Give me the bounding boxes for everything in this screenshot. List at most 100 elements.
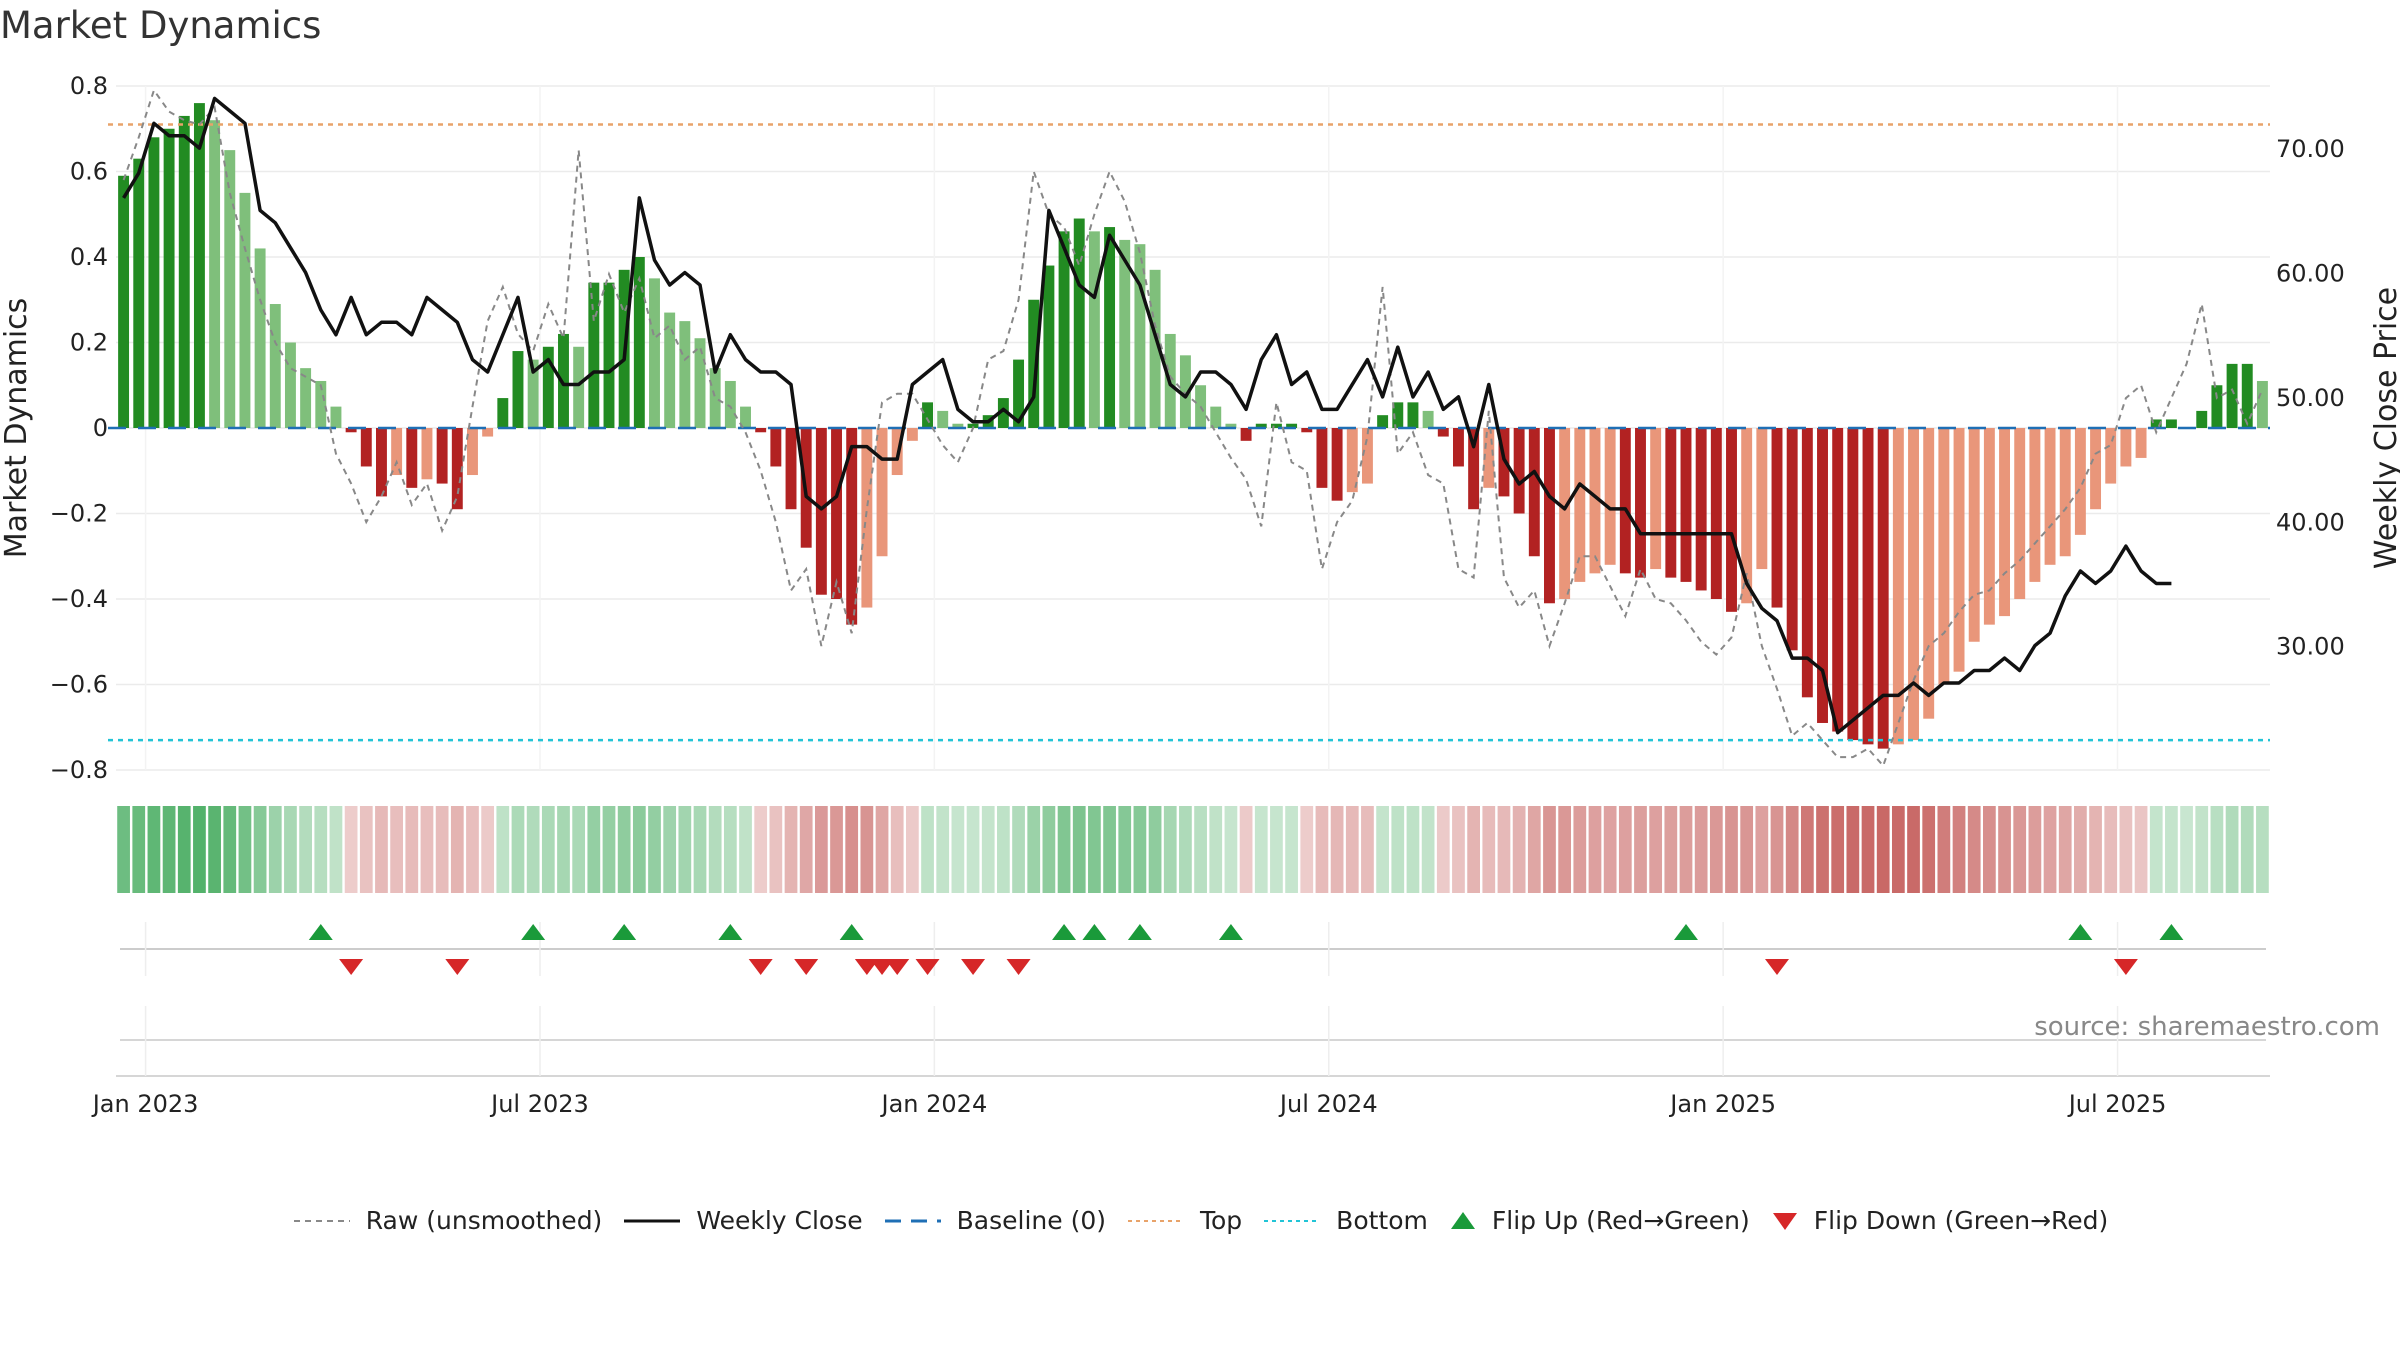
heat-cell: [1846, 806, 1860, 893]
legend-label-baseline: Baseline (0): [956, 1206, 1106, 1235]
heat-cell: [693, 806, 707, 893]
heat-cell: [739, 806, 752, 893]
dynamics-bar: [1058, 231, 1070, 428]
y-tick-label: −0.2: [50, 500, 108, 528]
heat-cell: [1194, 806, 1207, 893]
heat-cell: [2104, 806, 2118, 893]
heat-cell: [1436, 806, 1450, 893]
heat-cell: [117, 806, 130, 893]
heat-cell: [1922, 806, 1936, 893]
heat-cell: [1770, 806, 1784, 893]
y2-tick-label: 40.00: [2276, 508, 2345, 536]
heat-cell: [1482, 806, 1496, 893]
y-tick-label: 0.6: [70, 158, 108, 186]
dynamics-bar: [269, 304, 281, 428]
heat-cell: [481, 806, 495, 893]
heat-cell: [1998, 806, 2011, 893]
dynamics-bar: [1270, 423, 1282, 428]
flip-up-marker: [839, 924, 864, 940]
dynamics-bar: [1028, 299, 1040, 428]
heat-cell: [1179, 806, 1192, 893]
legend-item-close: Weekly Close: [622, 1206, 863, 1235]
legend-item-bottom: Bottom: [1262, 1206, 1428, 1235]
x-tick-label: Jan 2024: [880, 1090, 988, 1118]
heat-cell: [2119, 806, 2133, 893]
dynamics-bar: [1437, 428, 1449, 437]
flip-down-marker: [445, 959, 470, 975]
legend-label-bottom: Bottom: [1336, 1206, 1428, 1235]
flip-down-marker: [794, 959, 819, 975]
dynamics-bar: [1361, 428, 1373, 484]
heat-cell: [314, 806, 328, 893]
dynamics-bar: [1938, 428, 1950, 685]
heat-cell: [1952, 806, 1966, 893]
flip-down-marker: [870, 959, 895, 975]
heat-cell: [2058, 806, 2072, 893]
flip-down-marker: [1765, 959, 1790, 975]
flip-down-marker: [339, 959, 364, 975]
flip-up-marker: [1052, 924, 1077, 940]
heat-cell: [299, 806, 312, 893]
heat-cell: [1634, 806, 1647, 893]
heat-cell: [511, 806, 525, 893]
flip-up-marker: [308, 924, 333, 940]
heat-cell: [845, 806, 859, 893]
heat-cell: [769, 806, 783, 893]
y2-axis-label: Weekly Close Price: [2369, 287, 2400, 569]
heat-cell: [541, 806, 555, 893]
heat-cell: [572, 806, 586, 893]
heat-cell: [420, 806, 434, 893]
heat-cell: [587, 806, 601, 893]
dynamics-bar: [1134, 244, 1146, 428]
heat-cell: [2074, 806, 2087, 893]
dynamics-bar: [1862, 428, 1874, 745]
y-tick-label: −0.8: [50, 756, 108, 784]
dynamics-bar: [1043, 265, 1055, 428]
dynamics-bar: [436, 428, 448, 484]
heat-cell: [1042, 806, 1056, 893]
dynamics-bar: [1801, 428, 1813, 698]
raw-line: [122, 88, 2264, 768]
dynamics-bar: [1392, 402, 1404, 428]
heat-cell: [1012, 806, 1025, 893]
heat-cell: [1467, 806, 1480, 893]
heat-cell: [162, 806, 176, 893]
dynamics-bar: [861, 428, 873, 608]
flip-down-marker: [1006, 959, 1031, 975]
y2-tick-label: 30.00: [2276, 633, 2345, 661]
heat-cell: [208, 806, 221, 893]
heat-cell: [875, 806, 889, 893]
heat-cell: [1254, 806, 1268, 893]
heat-cell: [1679, 806, 1693, 893]
heat-cell: [1057, 806, 1071, 893]
heat-cell: [1088, 806, 1101, 893]
dynamics-bar: [2150, 419, 2162, 428]
dynamics-bar: [2029, 428, 2041, 582]
heat-cell: [1330, 806, 1344, 893]
flip-up-marker: [1218, 924, 1243, 940]
flip-up-marker: [612, 924, 637, 940]
dynamics-bar: [906, 428, 918, 441]
dynamics-bar: [2059, 428, 2071, 557]
heat-cell: [1740, 806, 1754, 893]
heat-cell: [268, 806, 282, 893]
dynamics-bar: [1210, 406, 1222, 428]
heat-cell: [830, 806, 843, 893]
flip-up-marker: [2159, 924, 2184, 940]
dynamics-bar: [542, 346, 554, 428]
heat-cell: [1224, 806, 1238, 893]
x-tick-label: Jan 2023: [91, 1090, 199, 1118]
flip-down-marker: [854, 959, 879, 975]
heat-cell: [1649, 806, 1663, 893]
heat-cell: [177, 806, 191, 893]
dynamics-bar: [2135, 428, 2147, 458]
dynamics-bar: [2165, 419, 2177, 428]
heat-cell: [1694, 806, 1708, 893]
heat-cell: [1603, 806, 1617, 893]
heat-cell: [663, 806, 677, 893]
dynamics-bar: [1255, 423, 1267, 428]
heat-cell: [526, 806, 540, 893]
legend-label-close: Weekly Close: [696, 1206, 863, 1235]
dynamics-bar: [2044, 428, 2056, 565]
y2-tick-label: 50.00: [2276, 384, 2345, 412]
